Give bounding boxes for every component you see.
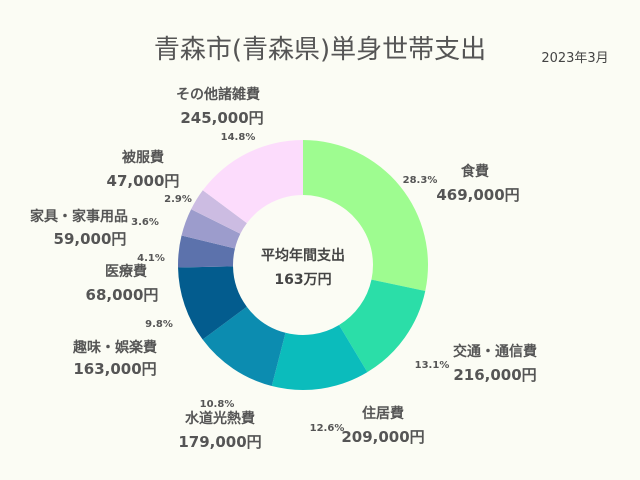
slice-5 — [178, 266, 247, 340]
slice-category-label: 被服費 — [122, 149, 164, 166]
slice-percent-label: 4.1% — [137, 253, 165, 264]
slice-percent-label: 2.9% — [164, 194, 192, 205]
chart-title: 青森市(青森県)単身世帯支出 — [154, 35, 486, 65]
slices — [177, 140, 428, 390]
center-value: 163万円 — [274, 272, 331, 288]
slice-category-label: その他諸雑費 — [176, 86, 260, 103]
slice-percent-label: 9.8% — [145, 319, 173, 330]
slice-7 — [181, 209, 241, 249]
slice-category-label: 家具・家事用品 — [30, 208, 128, 225]
slice-2 — [339, 279, 426, 373]
slice-category-label: 住居費 — [362, 405, 404, 422]
slice-6 — [177, 235, 235, 268]
slice-amount-label: 163,000円 — [73, 360, 156, 378]
slice-amount-label: 179,000円 — [178, 433, 261, 451]
slice-amount-label: 245,000円 — [180, 109, 263, 127]
slice-amount-label: 209,000円 — [341, 428, 424, 446]
slice-category-label: 医療費 — [105, 263, 147, 280]
slice-percent-label: 12.6% — [310, 423, 345, 434]
slice-4 — [202, 306, 286, 387]
slice-8 — [191, 190, 247, 234]
slice-category-label: 食費 — [461, 163, 489, 180]
slice-amount-label: 216,000円 — [453, 366, 536, 384]
chart-date: 2023年3月 — [541, 51, 608, 66]
slice-3 — [271, 325, 368, 390]
slice-percent-label: 14.8% — [221, 132, 256, 143]
slice-percent-label: 28.3% — [403, 175, 438, 186]
slice-amount-label: 68,000円 — [86, 286, 159, 304]
slice-percent-label: 3.6% — [131, 217, 159, 228]
slice-9 — [202, 140, 303, 224]
slice-1 — [303, 140, 428, 292]
slice-category-label: 趣味・娯楽費 — [72, 339, 157, 356]
slice-category-label: 水道光熱費 — [185, 410, 255, 427]
slice-percent-label: 10.8% — [200, 399, 235, 410]
slice-category-label: 交通・通信費 — [453, 343, 537, 360]
slice-labels: 28.3% 食費 469,000円 13.1%交通・通信費 216,000円 12.6% 住… — [30, 86, 537, 451]
slice-amount-label: 47,000円 — [107, 172, 180, 190]
slice-amount-label: 59,000円 — [54, 230, 127, 248]
center-label: 平均年間支出 — [261, 247, 345, 264]
slice-percent-label: 13.1% — [415, 360, 450, 371]
slice-amount-label: 469,000円 — [436, 186, 519, 204]
